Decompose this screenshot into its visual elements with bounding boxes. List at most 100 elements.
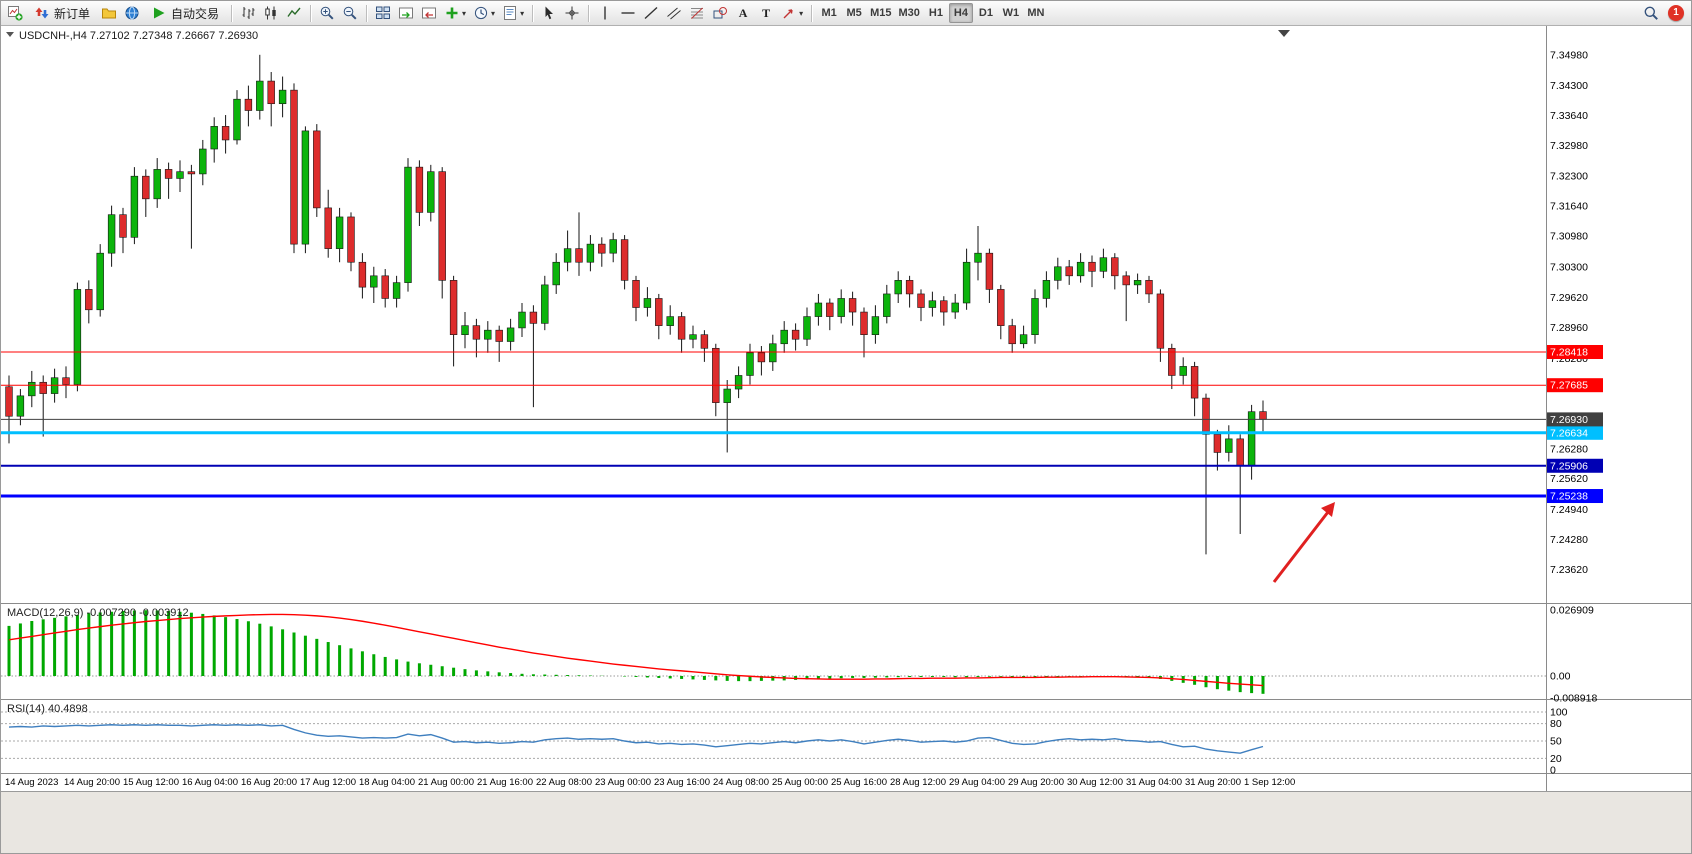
vertical-line-tool-button[interactable] — [594, 3, 616, 23]
candlestick — [1133, 280, 1142, 286]
profiles-button[interactable] — [98, 3, 120, 23]
dropdown-caret-icon[interactable]: ▾ — [799, 8, 804, 18]
label-tool-button[interactable]: T — [755, 3, 777, 23]
text-tool-button[interactable]: A — [732, 3, 754, 23]
candlestick — [883, 293, 891, 317]
timeframe-button-m1[interactable]: M1 — [817, 3, 841, 23]
candlestick — [780, 329, 788, 345]
rsi-label: RSI(14) 40.4898 — [7, 703, 88, 715]
line-chart-button[interactable] — [283, 3, 305, 23]
time-axis[interactable]: 14 Aug 2023 14 Aug 20:00 15 Aug 12:00 16 Au… — [5, 777, 1295, 788]
candlestick — [655, 298, 663, 326]
trendline-tool-button[interactable] — [640, 3, 662, 23]
candlestick — [917, 293, 925, 308]
channel-tool-button[interactable] — [663, 3, 685, 23]
candlestick — [290, 89, 298, 245]
timeframe-button-w1[interactable]: W1 — [999, 3, 1023, 23]
dropdown-caret-icon[interactable]: ▾ — [520, 8, 525, 18]
chart-shift-button[interactable] — [418, 3, 440, 23]
bar-chart-button[interactable] — [237, 3, 259, 23]
svg-text:7.34300: 7.34300 — [1550, 80, 1588, 92]
candlestick — [643, 298, 652, 308]
candlestick — [803, 316, 811, 340]
svg-text:7.25238: 7.25238 — [1550, 491, 1588, 503]
line-chart-icon — [287, 7, 301, 17]
main-toolbar: 新订单 自动交易 — [1, 1, 1691, 26]
shapes-tool-button[interactable] — [709, 3, 731, 23]
fibonacci-tool-button[interactable] — [686, 3, 708, 23]
svg-text:31 Aug 04:00: 31 Aug 04:00 — [1126, 777, 1182, 788]
play-icon — [154, 7, 165, 19]
svg-text:100: 100 — [1550, 707, 1568, 719]
svg-text:29 Aug 20:00: 29 Aug 20:00 — [1008, 777, 1064, 788]
price-level-tag: 7.25906 — [1547, 458, 1603, 473]
notification-badge[interactable]: 1 — [1668, 5, 1684, 21]
crosshair-button[interactable] — [561, 3, 583, 23]
timeframe-button-h1[interactable]: H1 — [924, 3, 948, 23]
timeframe-button-d1[interactable]: D1 — [974, 3, 998, 23]
chart-shift-marker[interactable] — [1278, 30, 1290, 37]
svg-text:7.26930: 7.26930 — [1550, 414, 1588, 426]
arrow-tools-button[interactable]: ▾ — [778, 3, 806, 23]
new-chart-button[interactable] — [4, 3, 26, 23]
timeframe-button-m5[interactable]: M5 — [842, 3, 866, 23]
candlestick — [210, 126, 218, 150]
candlestick-chart-button[interactable] — [260, 3, 282, 23]
tile-windows-button[interactable] — [372, 3, 394, 23]
chart-area[interactable]: 7.34980 7.34300 7.33640 7.32980 7.32300 7.316… — [1, 26, 1692, 791]
svg-text:14 Aug 2023: 14 Aug 2023 — [5, 777, 58, 788]
timeframe-button-h4[interactable]: H4 — [948, 3, 973, 23]
candlestick — [256, 80, 264, 111]
svg-text:7.24280: 7.24280 — [1550, 534, 1588, 546]
candlestick — [575, 248, 583, 263]
candlestick — [461, 325, 469, 335]
svg-text:7.31640: 7.31640 — [1550, 201, 1588, 213]
price-level-tag: 7.26634 — [1547, 425, 1603, 440]
candlestick — [974, 252, 982, 263]
svg-text:7.28960: 7.28960 — [1550, 322, 1588, 334]
zoom-in-button[interactable] — [316, 3, 338, 23]
indicators-button[interactable]: ▾ — [441, 3, 469, 23]
candlestick — [1008, 325, 1016, 345]
candlestick — [427, 171, 435, 213]
candlestick — [1168, 347, 1176, 376]
bar-chart-icon — [242, 7, 255, 19]
candlestick — [233, 98, 241, 141]
one-click-trading-toggle[interactable] — [6, 32, 14, 37]
new-chart-icon — [8, 6, 23, 21]
candlestick — [96, 252, 104, 311]
periods-button[interactable]: ▾ — [470, 3, 498, 23]
arrow-tool-icon — [783, 9, 793, 19]
price-level-tag: 7.25238 — [1547, 489, 1603, 504]
zoom-out-button[interactable] — [339, 3, 361, 23]
candlestick — [860, 311, 868, 335]
candlestick — [278, 89, 287, 105]
search-button[interactable] — [1640, 3, 1662, 23]
timeframe-button-mn[interactable]: MN — [1024, 3, 1048, 23]
toolbar-separator — [366, 4, 368, 22]
dropdown-caret-icon[interactable]: ▾ — [491, 8, 496, 18]
candlestick — [826, 302, 834, 317]
auto-scroll-button[interactable] — [395, 3, 417, 23]
toolbar-separator — [310, 4, 312, 22]
globe-icon — [125, 6, 139, 20]
horizontal-line-tool-button[interactable] — [617, 3, 639, 23]
toolbar-separator — [811, 4, 813, 22]
svg-text:7.34980: 7.34980 — [1550, 49, 1588, 61]
cursor-button[interactable] — [538, 3, 560, 23]
auto-trading-label: 自动交易 — [171, 6, 220, 21]
auto-trading-button[interactable]: 自动交易 — [144, 3, 226, 23]
svg-text:21 Aug 16:00: 21 Aug 16:00 — [477, 777, 533, 788]
price-level-tag: 7.27685 — [1547, 378, 1603, 393]
new-order-button[interactable]: 新订单 — [27, 3, 97, 23]
candlestick — [894, 280, 902, 295]
svg-text:7.24940: 7.24940 — [1550, 504, 1588, 516]
timeframe-button-m15[interactable]: M15 — [867, 3, 894, 23]
timeframe-button-m30[interactable]: M30 — [896, 3, 923, 23]
market-watch-button[interactable] — [121, 3, 143, 23]
arrow-annotation[interactable] — [1272, 502, 1335, 583]
dropdown-caret-icon[interactable]: ▾ — [462, 8, 467, 18]
templates-button[interactable]: ▾ — [499, 3, 527, 23]
candlestick — [347, 216, 355, 263]
